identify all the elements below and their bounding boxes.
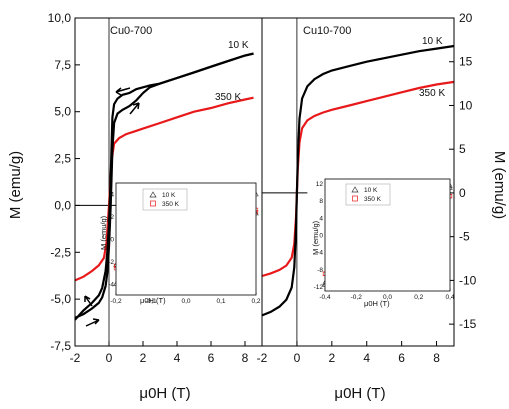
left-y-tick-label-0: -7,5 <box>50 339 71 353</box>
left-panel-cu0-700: Cu0-700 10 K 350 K μ0H (T) M (emu/g) 10 … <box>74 17 263 347</box>
left-inset-x-tick-label-4: 0,2 <box>251 298 260 305</box>
right-y-tick-label-3: 0 <box>459 186 466 200</box>
right-x-tick-label-2: 2 <box>328 351 335 365</box>
right-inset-legend-box <box>345 183 391 206</box>
left-legend-square-icon <box>150 200 156 207</box>
right-inset-xlabel: μ0H (T) <box>364 299 390 308</box>
left-x-tick-label-5: 8 <box>242 351 249 365</box>
right-x-tick-label-0: -2 <box>257 351 268 365</box>
left-y-tick-label-5: 5,0 <box>54 105 71 119</box>
right-inset-y-tick-label-0: -12 <box>314 284 324 291</box>
left-inset-x-tick-label-1: -0,1 <box>145 298 157 305</box>
left-inset-y-tick-label-0: -4 <box>108 281 114 288</box>
left-x-tick-label-0: -2 <box>70 351 81 365</box>
right-inset-y-tick-label-6: 12 <box>316 181 324 188</box>
left-curve-350k <box>74 96 254 282</box>
left-x-tick-label-4: 6 <box>208 351 215 365</box>
left-y-tick-label-4: 2,5 <box>54 152 71 166</box>
right-inset-y-tick-label-2: -4 <box>317 250 323 257</box>
left-x-tick-label-1: 0 <box>106 351 113 365</box>
right-inset-x-tick-label-4: 0,4 <box>445 294 454 301</box>
right-y-tick-label-0: -15 <box>459 317 477 331</box>
right-curve-350k <box>261 80 455 278</box>
right-inset-y-tick-label-5: 8 <box>319 198 323 205</box>
right-y-tick-label-5: 10 <box>459 98 473 112</box>
right-y-tick-label-6: 15 <box>459 55 473 69</box>
right-panel-label: Cu10-700 <box>303 25 351 37</box>
left-inset-legend-350k: 350 K <box>162 201 180 208</box>
left-inset-y-tick-label-1: -2 <box>108 259 114 266</box>
left-inset-legend-10k: 10 K <box>162 192 176 199</box>
right-y-tick-label-1: -10 <box>459 273 477 287</box>
left-arrow-mid <box>129 102 140 115</box>
right-label-10k: 10 K <box>422 36 443 47</box>
left-legend-triangle-icon <box>149 191 157 198</box>
right-inset-x-tick-label-2: 0,0 <box>383 294 392 301</box>
left-x-tick-label-3: 4 <box>174 351 181 365</box>
right-inset-y-tick-label-4: 4 <box>319 215 323 222</box>
right-inset-y-tick-label-1: -8 <box>317 267 323 274</box>
left-y-axis-title: M (emu/g) <box>7 151 24 219</box>
left-sweep-arrows <box>84 87 140 327</box>
right-panel-cu10-700: Cu10-700 10 K 350 K μ0H (T) M (emu/g) 10… <box>261 17 455 347</box>
right-legend-square-icon <box>352 195 358 202</box>
left-inset-ylabel: M (emu/g) <box>99 215 108 250</box>
right-inset-legend-350k: 350 K <box>364 196 382 203</box>
right-y-tick-label-2: -5 <box>459 230 470 244</box>
right-legend-triangle-icon <box>351 186 359 193</box>
left-label-10k: 10 K <box>228 40 249 51</box>
left-inset-x-tick-label-0: -0,2 <box>110 298 122 305</box>
left-x-tick-label-2: 2 <box>140 351 147 365</box>
right-curve-10k <box>261 44 455 317</box>
right-y-tick-label-4: 5 <box>459 142 466 156</box>
right-y-tick-label-7: 20 <box>459 11 473 25</box>
left-arrow-top <box>115 87 131 96</box>
right-x-tick-label-4: 6 <box>398 351 405 365</box>
right-x-tick-label-5: 8 <box>433 351 440 365</box>
right-plot-frame <box>261 17 455 347</box>
right-inset-x-tick-label-1: -0,2 <box>351 294 363 301</box>
right-inset-x-tick-label-0: -0,4 <box>319 294 331 301</box>
left-inset-x-tick-label-2: 0,0 <box>181 298 190 305</box>
right-x-axis-title: μ0H (T) <box>334 385 385 402</box>
left-arrow-bottom <box>85 318 100 327</box>
left-inset-y-tick-label-4: 4 <box>110 192 114 199</box>
right-inset-ylabel: M (emu/g) <box>311 220 320 255</box>
right-x-tick-label-3: 4 <box>363 351 370 365</box>
left-inset-x-tick-label-3: 0,1 <box>216 298 225 305</box>
left-x-axis-title: μ0H (T) <box>139 385 190 402</box>
left-y-tick-label-2: -2,5 <box>50 245 71 259</box>
left-arrow-bottom-left <box>84 295 93 307</box>
left-y-tick-label-7: 10,0 <box>48 11 72 25</box>
right-label-350k: 350 K <box>419 88 445 99</box>
right-inset-legend-10k: 10 K <box>364 187 378 194</box>
left-y-tick-label-1: -5,0 <box>50 292 71 306</box>
left-y-tick-label-3: 0,0 <box>54 198 71 212</box>
left-inset-legend: 10 K 350 K <box>142 188 188 211</box>
left-curve-10k-branch <box>74 52 254 321</box>
right-inset-x-tick-label-3: 0,2 <box>414 294 423 301</box>
right-x-tick-label-1: 0 <box>294 351 301 365</box>
left-inset-y-tick-label-2: 0 <box>110 237 114 244</box>
right-y-axis-title: M (emu/g) <box>491 151 508 219</box>
left-label-350k: 350 K <box>215 92 241 103</box>
left-y-tick-label-6: 7,5 <box>54 58 71 72</box>
left-inset-y-tick-label-3: 2 <box>110 214 114 221</box>
left-inset-xlabel: μ0H (T) <box>140 296 166 305</box>
left-panel-label: Cu0-700 <box>110 25 152 37</box>
right-inset-legend: 10 K 350 K <box>345 183 391 206</box>
right-inset-y-tick-label-3: 0 <box>319 233 323 240</box>
